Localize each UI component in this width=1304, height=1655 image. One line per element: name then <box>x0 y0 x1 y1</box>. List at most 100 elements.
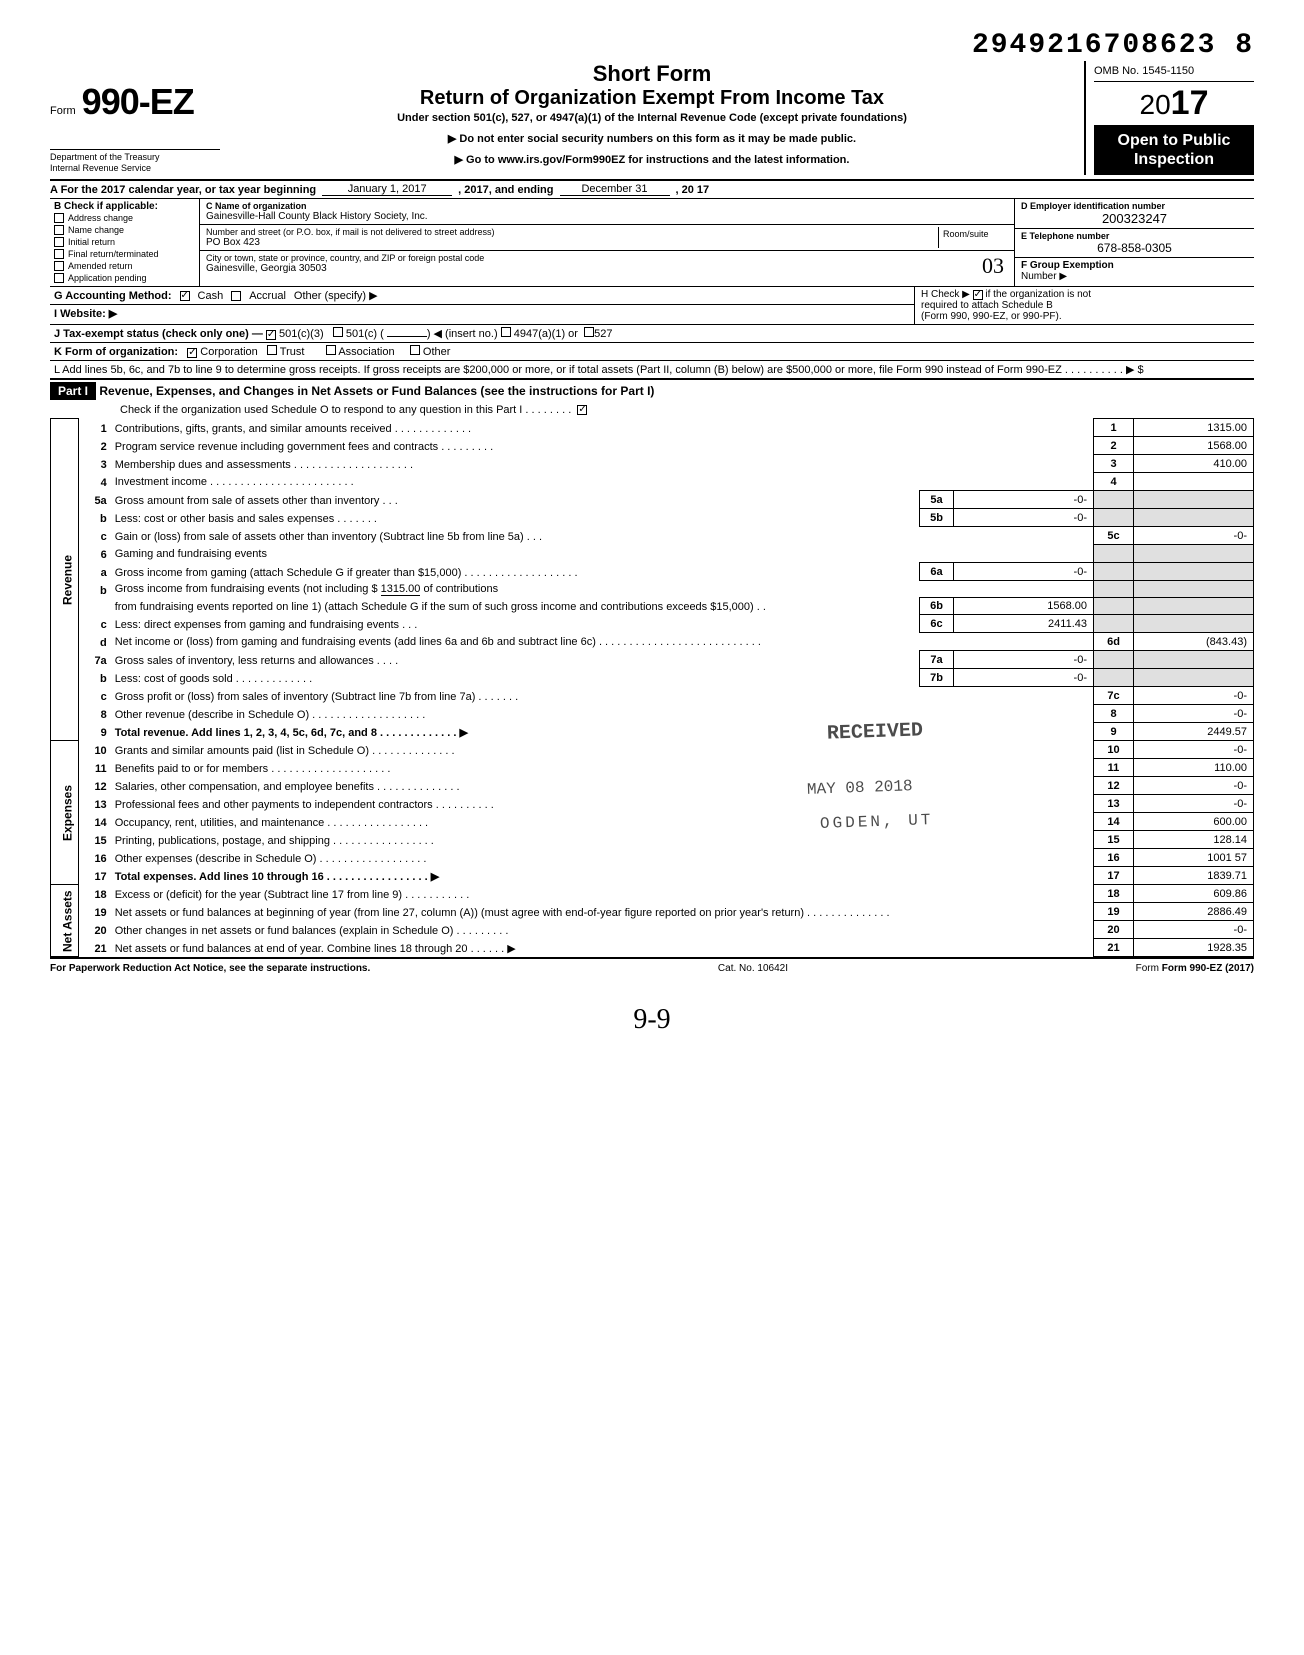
street-label: Number and street (or P.O. box, if mail … <box>206 227 938 237</box>
f-label2: Number ▶ <box>1021 271 1067 282</box>
stamp-ogden: OGDEN, UT <box>819 811 933 833</box>
form-page: 2949216708623 8 Form 990-EZ Department o… <box>0 0 1304 1066</box>
val-3: 410.00 <box>1134 455 1254 473</box>
val-10: -0- <box>1134 741 1254 759</box>
row-a-end-year: , 20 17 <box>676 184 710 196</box>
g-label: G Accounting Method: <box>54 290 172 302</box>
val-9: 2449.57 <box>1134 723 1254 741</box>
open-l1: Open to Public <box>1098 131 1250 150</box>
chk-501c[interactable] <box>333 327 343 337</box>
side-revenue: Revenue <box>51 419 79 741</box>
row-a-start: January 1, 2017 <box>322 183 452 196</box>
e-phone: E Telephone number 678-858-0305 <box>1015 229 1254 258</box>
part-1-header: Part I Revenue, Expenses, and Changes in… <box>50 380 1254 402</box>
chk-name[interactable]: Name change <box>54 224 195 236</box>
open-to-public: Open to Public Inspection <box>1094 125 1254 175</box>
form-id: 990-EZ <box>82 81 194 123</box>
val-8: -0- <box>1134 705 1254 723</box>
col-b: B Check if applicable: Address change Na… <box>50 199 200 286</box>
chk-h[interactable] <box>973 290 983 300</box>
chk-trust[interactable] <box>267 345 277 355</box>
dept-line-1: Department of the Treasury <box>50 152 220 163</box>
val-7c: -0- <box>1134 687 1254 705</box>
chk-corp[interactable] <box>187 348 197 358</box>
city-cell: City or town, state or province, country… <box>200 251 1014 277</box>
form-header: Form 990-EZ Department of the Treasury I… <box>50 61 1254 181</box>
tax-year: 2017 <box>1094 82 1254 125</box>
side-netassets: Net Assets <box>51 885 79 957</box>
city-handwrite: 03 <box>982 253 1004 279</box>
city-label: City or town, state or province, country… <box>206 253 1008 263</box>
val-16: 1001 57 <box>1134 849 1254 867</box>
ein-value: 200323247 <box>1021 211 1248 226</box>
row-h: H Check ▶ if the organization is not req… <box>914 287 1254 324</box>
instruction-1: ▶ Do not enter social security numbers o… <box>232 132 1072 145</box>
i-label: I Website: ▶ <box>54 307 117 320</box>
open-l2: Inspection <box>1098 150 1250 169</box>
val-21: 1928.35 <box>1134 939 1254 957</box>
form-prefix: Form <box>50 105 76 117</box>
val-5c: -0- <box>1134 527 1254 545</box>
col-c: C Name of organization Gainesville-Hall … <box>200 199 1014 286</box>
col-def: D Employer identification number 2003232… <box>1014 199 1254 286</box>
val-20: -0- <box>1134 921 1254 939</box>
k-label: K Form of organization: <box>54 346 178 358</box>
row-j: J Tax-exempt status (check only one) — 5… <box>50 325 1254 343</box>
part-1-label: Part I <box>50 382 96 400</box>
title-main: Return of Organization Exempt From Incom… <box>232 87 1072 110</box>
part-1-check: Check if the organization used Schedule … <box>50 402 1254 418</box>
chk-527[interactable] <box>584 327 594 337</box>
f-group: F Group Exemption Number ▶ <box>1015 258 1254 286</box>
omb-number: OMB No. 1545-1150 <box>1094 61 1254 82</box>
form-number: Form 990-EZ <box>50 61 220 123</box>
chk-assoc[interactable] <box>326 345 336 355</box>
chk-cash[interactable] <box>180 291 190 301</box>
footer-mid: Cat. No. 10642I <box>718 963 788 974</box>
chk-address[interactable]: Address change <box>54 212 195 224</box>
document-locator-number: 2949216708623 8 <box>50 30 1254 61</box>
subtitle: Under section 501(c), 527, or 4947(a)(1)… <box>232 112 1072 124</box>
row-a-end-month: December 31 <box>560 183 670 196</box>
row-g-i: G Accounting Method: Cash Accrual Other … <box>50 287 1254 325</box>
city-value: Gainesville, Georgia 30503 <box>206 263 1008 274</box>
instruction-2: ▶ Go to www.irs.gov/Form990EZ for instru… <box>232 153 1072 166</box>
row-i: I Website: ▶ <box>50 305 914 322</box>
short-form-label: Short Form <box>232 61 1072 87</box>
val-1: 1315.00 <box>1134 419 1254 437</box>
row-a-tax-year: A For the 2017 calendar year, or tax yea… <box>50 181 1254 199</box>
dept-line-2: Internal Revenue Service <box>50 163 220 174</box>
chk-pending[interactable]: Application pending <box>54 272 195 284</box>
val-12: -0- <box>1134 777 1254 795</box>
line-6b-desc: Gross income from fundraising events (no… <box>111 581 1094 598</box>
part-1-title: Revenue, Expenses, and Changes in Net As… <box>99 384 654 398</box>
page-footer: For Paperwork Reduction Act Notice, see … <box>50 957 1254 974</box>
chk-initial[interactable]: Initial return <box>54 236 195 248</box>
chk-other[interactable] <box>410 345 420 355</box>
val-4 <box>1134 473 1254 491</box>
chk-amended[interactable]: Amended return <box>54 260 195 272</box>
val-13: -0- <box>1134 795 1254 813</box>
val-19: 2886.49 <box>1134 903 1254 921</box>
title-block: Short Form Return of Organization Exempt… <box>220 61 1084 166</box>
chk-4947[interactable] <box>501 327 511 337</box>
f-label: F Group Exemption <box>1021 260 1114 271</box>
org-name-cell: C Name of organization Gainesville-Hall … <box>200 199 1014 225</box>
row-k: K Form of organization: Corporation Trus… <box>50 343 1254 361</box>
year-prefix: 20 <box>1140 89 1171 120</box>
chk-final[interactable]: Final return/terminated <box>54 248 195 260</box>
chk-501c3[interactable] <box>266 330 276 340</box>
side-expenses: Expenses <box>51 741 79 885</box>
handwritten-note: 9-9 <box>50 1004 1254 1036</box>
c-name-label: C Name of organization <box>206 201 1008 211</box>
row-a-label: A For the 2017 calendar year, or tax yea… <box>50 184 316 196</box>
val-6d: (843.43) <box>1134 633 1254 651</box>
street-cell: Number and street (or P.O. box, if mail … <box>200 225 1014 251</box>
stamp-received: RECEIVED <box>827 719 924 745</box>
chk-schedule-o[interactable] <box>577 405 587 415</box>
row-l: L Add lines 5b, 6c, and 7b to line 9 to … <box>50 361 1254 380</box>
chk-accrual[interactable] <box>231 291 241 301</box>
year-bold: 17 <box>1171 84 1209 122</box>
h-text2: if the organization is not <box>985 289 1091 300</box>
val-17: 1839.71 <box>1134 867 1254 885</box>
val-2: 1568.00 <box>1134 437 1254 455</box>
